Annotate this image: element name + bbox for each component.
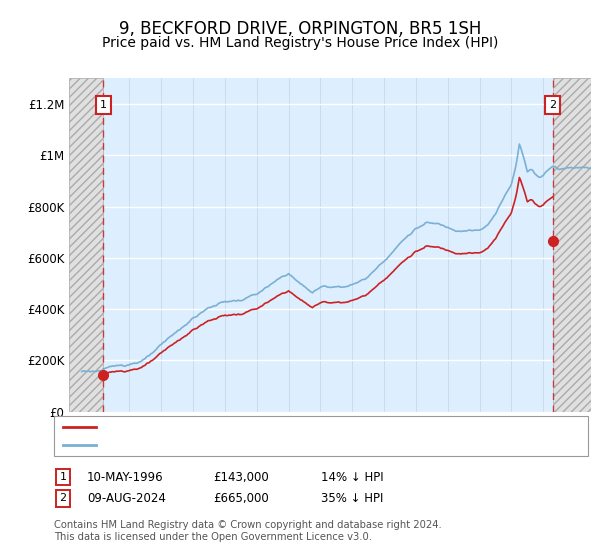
Text: 2: 2 bbox=[59, 493, 67, 503]
Text: Price paid vs. HM Land Registry's House Price Index (HPI): Price paid vs. HM Land Registry's House … bbox=[102, 35, 498, 49]
Text: 1: 1 bbox=[100, 100, 107, 110]
Text: 9, BECKFORD DRIVE, ORPINGTON, BR5 1SH (detached house): 9, BECKFORD DRIVE, ORPINGTON, BR5 1SH (d… bbox=[103, 422, 447, 432]
Text: £143,000: £143,000 bbox=[213, 470, 269, 484]
Text: 9, BECKFORD DRIVE, ORPINGTON, BR5 1SH: 9, BECKFORD DRIVE, ORPINGTON, BR5 1SH bbox=[119, 20, 481, 38]
Text: £665,000: £665,000 bbox=[213, 492, 269, 505]
Text: HPI: Average price, detached house, Bromley: HPI: Average price, detached house, Brom… bbox=[103, 440, 356, 450]
Bar bbox=[69, 78, 103, 412]
Text: 09-AUG-2024: 09-AUG-2024 bbox=[87, 492, 166, 505]
Text: 2: 2 bbox=[549, 100, 556, 110]
Text: 14% ↓ HPI: 14% ↓ HPI bbox=[321, 470, 383, 484]
Text: 35% ↓ HPI: 35% ↓ HPI bbox=[321, 492, 383, 505]
Text: Contains HM Land Registry data © Crown copyright and database right 2024.
This d: Contains HM Land Registry data © Crown c… bbox=[54, 520, 442, 542]
Text: 10-MAY-1996: 10-MAY-1996 bbox=[87, 470, 164, 484]
Bar bbox=[553, 78, 591, 412]
Text: 1: 1 bbox=[59, 472, 67, 482]
